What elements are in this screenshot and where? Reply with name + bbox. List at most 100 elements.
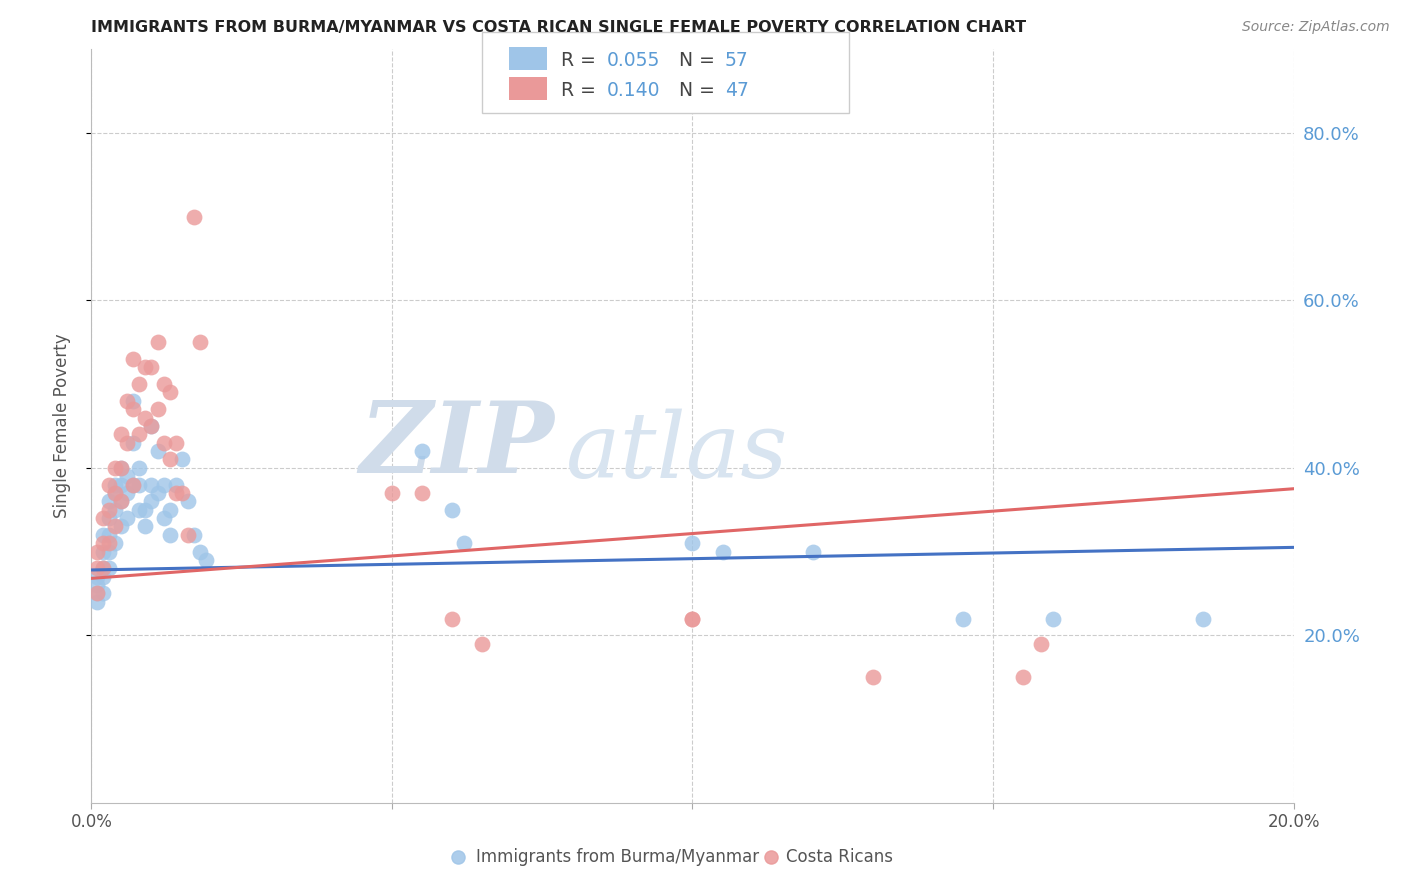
Point: [122, 477, 145, 491]
Point: [1012, 670, 1035, 684]
Point: [411, 486, 433, 500]
Point: [122, 393, 145, 408]
Point: [104, 519, 127, 533]
Point: [93, 544, 115, 558]
Point: [146, 486, 169, 500]
Text: Source: ZipAtlas.com: Source: ZipAtlas.com: [1241, 20, 1389, 34]
Point: [117, 393, 139, 408]
Point: [117, 486, 139, 500]
Point: [134, 502, 156, 516]
FancyBboxPatch shape: [509, 47, 547, 70]
Text: 47: 47: [725, 81, 749, 101]
Point: [104, 536, 127, 550]
Text: N =: N =: [679, 81, 721, 101]
Point: [170, 452, 193, 467]
Point: [93, 561, 115, 575]
Point: [146, 402, 169, 417]
Point: [152, 511, 174, 525]
Point: [381, 486, 404, 500]
Point: [128, 460, 150, 475]
Point: [471, 637, 494, 651]
Text: IMMIGRANTS FROM BURMA/MYANMAR VS COSTA RICAN SINGLE FEMALE POVERTY CORRELATION C: IMMIGRANTS FROM BURMA/MYANMAR VS COSTA R…: [91, 20, 1026, 35]
Point: [165, 486, 187, 500]
Point: [128, 377, 150, 392]
Point: [134, 410, 156, 425]
Text: Immigrants from Burma/Myanmar: Immigrants from Burma/Myanmar: [477, 848, 759, 866]
Point: [93, 511, 115, 525]
Point: [93, 586, 115, 600]
Point: [176, 528, 198, 542]
Point: [86, 561, 108, 575]
Point: [110, 460, 132, 475]
Point: [681, 611, 703, 625]
Point: [1029, 637, 1052, 651]
Point: [681, 611, 703, 625]
Y-axis label: Single Female Poverty: Single Female Poverty: [52, 334, 70, 518]
Point: [110, 477, 132, 491]
Point: [110, 494, 132, 508]
Point: [98, 511, 121, 525]
Point: [117, 469, 139, 483]
Point: [952, 611, 974, 625]
Point: [104, 502, 127, 516]
Point: [141, 360, 163, 375]
Point: [98, 544, 121, 558]
Point: [104, 460, 127, 475]
Point: [104, 477, 127, 491]
Point: [104, 486, 127, 500]
Point: [141, 477, 163, 491]
Point: [122, 351, 145, 366]
Point: [1042, 611, 1064, 625]
Point: [134, 360, 156, 375]
Text: N =: N =: [679, 51, 721, 70]
Text: R =: R =: [561, 51, 602, 70]
Point: [122, 435, 145, 450]
Point: [98, 502, 121, 516]
Point: [93, 561, 115, 575]
Point: [93, 536, 115, 550]
Point: [86, 586, 108, 600]
Point: [159, 528, 181, 542]
Point: [801, 544, 824, 558]
Point: [86, 586, 108, 600]
Point: [141, 419, 163, 434]
Point: [165, 435, 187, 450]
FancyBboxPatch shape: [509, 78, 547, 100]
Text: atlas: atlas: [567, 409, 789, 497]
Point: [146, 444, 169, 458]
Point: [110, 519, 132, 533]
Point: [152, 377, 174, 392]
Point: [170, 486, 193, 500]
Point: [110, 460, 132, 475]
Point: [146, 335, 169, 350]
Point: [440, 502, 463, 516]
Point: [128, 427, 150, 442]
Point: [122, 402, 145, 417]
Point: [134, 519, 156, 533]
Point: [117, 435, 139, 450]
Point: [159, 385, 181, 400]
Point: [110, 427, 132, 442]
Point: [152, 435, 174, 450]
Point: [165, 477, 187, 491]
Point: [98, 494, 121, 508]
Text: 0.140: 0.140: [607, 81, 661, 101]
Point: [183, 528, 205, 542]
Point: [440, 611, 463, 625]
Text: ZIP: ZIP: [359, 397, 554, 493]
Point: [141, 419, 163, 434]
Point: [98, 477, 121, 491]
FancyBboxPatch shape: [482, 32, 849, 113]
Point: [93, 570, 115, 584]
Point: [86, 544, 108, 558]
Point: [176, 494, 198, 508]
Point: [711, 544, 734, 558]
Text: 0.055: 0.055: [607, 51, 661, 70]
Point: [681, 536, 703, 550]
Point: [128, 502, 150, 516]
Point: [98, 561, 121, 575]
Point: [86, 578, 108, 592]
Point: [98, 536, 121, 550]
Text: 57: 57: [725, 51, 748, 70]
Point: [86, 570, 108, 584]
